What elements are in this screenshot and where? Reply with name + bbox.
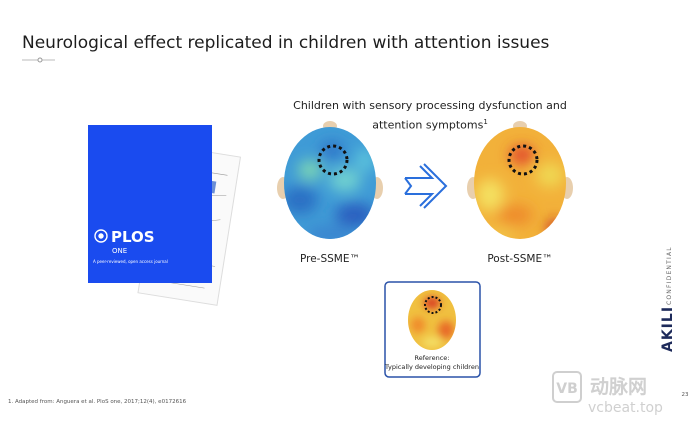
plos-logo: [94, 229, 108, 243]
journal-name: PLOS: [111, 228, 155, 246]
title-ornament: [22, 57, 55, 63]
reference-label: Reference:: [415, 354, 450, 362]
head-map-pre: [277, 121, 383, 239]
head-map-post: [467, 121, 573, 239]
watermark-badge: VB: [552, 371, 582, 403]
footnote: 1. Adapted from: Anguera et al. PloS one…: [8, 399, 187, 405]
figure-caption: Children with sensory processing dysfunc…: [285, 98, 575, 134]
arrow: [404, 163, 448, 209]
svg-text:VB: VB: [556, 381, 578, 397]
watermark-mark: 动脉网: [590, 375, 647, 398]
slide-title: Neurological effect replicated in childr…: [22, 33, 550, 53]
post-label: Post-SSME™: [487, 253, 553, 265]
journal-tagline: A peer-reviewed, open access journal: [93, 259, 168, 264]
watermark-url: vcbeat.top: [588, 400, 663, 416]
head-map-reference: [408, 290, 456, 350]
caption-note: 1: [483, 118, 488, 126]
caption-text: Children with sensory processing dysfunc…: [293, 99, 567, 132]
page-number: 23: [682, 392, 689, 398]
reference-description: Typically developing children: [384, 363, 479, 371]
brand-logo: AKILI: [660, 306, 676, 352]
confidential-stamp: CONFIDENTIAL: [666, 246, 673, 305]
pre-label: Pre-SSME™: [299, 253, 360, 265]
journal-cover: [88, 125, 212, 283]
journal-subname: ONE: [112, 247, 127, 255]
